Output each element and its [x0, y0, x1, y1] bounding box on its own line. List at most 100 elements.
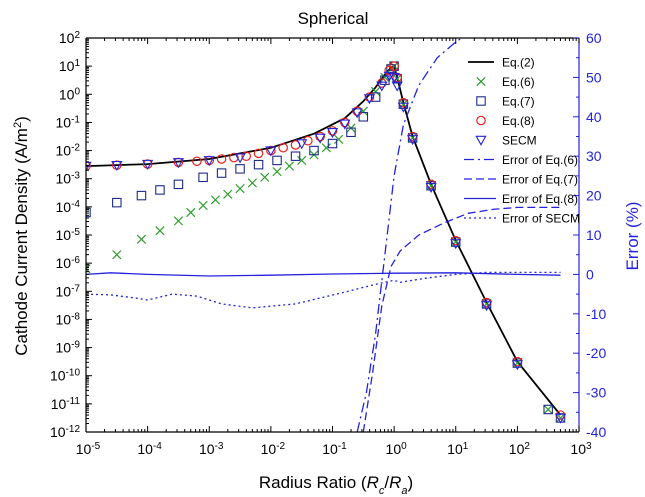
x-tick-label: 10-2: [261, 441, 286, 458]
legend: Eq.(2) Eq.(6) Eq.(7) Eq.(8) SECM Error of Eq.…: [464, 56, 580, 226]
y-tick-label: 10-2: [56, 142, 81, 159]
data-point-eq-7: [253, 159, 264, 170]
data-point-secm: [511, 360, 524, 371]
y2-tick-label: 20: [586, 188, 602, 204]
chart-title: Spherical: [298, 9, 369, 28]
legend-item-eq-7: Eq.(7): [476, 95, 535, 109]
x-tick-label: 10-4: [137, 441, 162, 458]
data-point-eq-6: [284, 161, 294, 171]
y2-tick-label: -10: [586, 306, 606, 322]
data-point-eq-6: [543, 404, 553, 415]
data-point-eq-7: [370, 92, 381, 102]
y-tick-label: 102: [59, 30, 81, 47]
data-point-secm: [314, 133, 326, 144]
y-tick-label: 10-11: [51, 395, 81, 412]
x-tick-label: 102: [509, 441, 531, 458]
data-point-secm: [111, 160, 123, 172]
y-tick-label: 10-9: [56, 339, 81, 356]
data-point-secm: [141, 159, 154, 170]
data-point-eq-8: [389, 61, 399, 71]
x-axis-label-text: Radius Ratio (: [259, 473, 367, 492]
legend-label: Error of SECM: [502, 212, 580, 226]
y-axis-label-end: ): [12, 116, 31, 122]
y2-tick-label: -20: [586, 345, 606, 361]
data-point-eq-8: [364, 92, 375, 102]
data-point-eq-8: [340, 117, 350, 128]
y2-tick-label: 0: [586, 266, 594, 282]
legend-item-error-of-eq-8: Error of Eq.(8): [464, 192, 578, 206]
data-point-eq-7: [136, 190, 147, 201]
data-point-eq-7: [173, 179, 184, 190]
y-tick-label: 101: [59, 58, 81, 75]
legend-label: Error of Eq.(6): [502, 153, 578, 167]
data-point-secm: [86, 161, 92, 172]
legend-label: Eq.(8): [502, 114, 535, 128]
series-line-error-of-eq-7: [362, 206, 561, 432]
x-tick-label: 10-3: [199, 441, 224, 458]
x-axis-label-slash: /: [384, 473, 389, 492]
data-point-secm: [450, 239, 462, 250]
left-axis: 10-12 10-11 10-10 10-9 10-8 10-7 10-6 10-5 10-4 1…: [50, 30, 92, 441]
x-tick-label: 101: [447, 441, 469, 458]
y-tick-label: 10-5: [56, 227, 81, 244]
legend-marker-eq-6: [476, 76, 486, 87]
data-point-eq-7: [155, 185, 165, 195]
legend-label: Error of Eq.(7): [502, 173, 578, 187]
plot-area: [86, 37, 579, 432]
y2-axis-label: Error (%): [623, 202, 642, 271]
y-tick-label: 10-10: [50, 367, 80, 384]
data-point-eq-6: [112, 250, 122, 260]
legend-item-error-of-eq-6: Error of Eq.(6): [464, 153, 578, 167]
data-point-eq-8: [253, 148, 264, 159]
data-point-eq-8: [278, 142, 288, 153]
data-point-secm: [480, 301, 493, 312]
x-axis-label-r2: R: [389, 473, 401, 492]
data-point-secm: [172, 158, 185, 169]
data-point-eq-6: [297, 155, 307, 166]
y-tick-label: 10-6: [56, 255, 81, 272]
data-point-eq-8: [327, 126, 338, 136]
series-eq-6: [86, 61, 566, 423]
data-point-eq-6: [186, 207, 196, 218]
legend-label: Eq.(2): [502, 56, 535, 70]
data-point-eq-7: [309, 145, 319, 156]
y-tick-label: 10-4: [56, 198, 81, 215]
data-point-eq-6: [272, 167, 282, 177]
x-axis-label-end: ): [407, 473, 413, 492]
legend-item-error-of-eq-7: Error of Eq.(7): [464, 173, 578, 187]
y-tick-label: 100: [59, 86, 81, 103]
y2-tick-label: 30: [586, 148, 602, 164]
y2-tick-label: 10: [586, 227, 602, 243]
legend-label: SECM: [502, 134, 537, 148]
y-tick-label: 10-1: [56, 114, 81, 131]
legend-label: Error of Eq.(8): [502, 192, 578, 206]
data-point-eq-8: [216, 154, 227, 164]
x-tick-label: 100: [386, 441, 408, 458]
data-point-secm: [265, 146, 277, 157]
data-point-eq-8: [229, 152, 239, 163]
data-point-eq-7: [198, 172, 208, 183]
legend-item-eq-6: Eq.(6): [476, 75, 535, 89]
series-line-error-of-secm: [86, 271, 561, 309]
data-point-eq-7: [235, 164, 245, 174]
data-point-secm: [406, 135, 419, 146]
bottom-axis: 10-5 10-4 10-3 10-2 10-1 100 101 102 103: [76, 38, 592, 457]
series-eq-8: [86, 61, 566, 420]
x-tick-label: 103: [570, 441, 592, 458]
y2-tick-label: 40: [586, 109, 602, 125]
data-point-secm: [339, 119, 351, 130]
series-line-error-of-eq-6: [356, 38, 463, 432]
data-point-eq-6: [334, 134, 344, 144]
legend-item-eq-8: Eq.(8): [476, 114, 535, 128]
series-secm: [86, 71, 567, 424]
x-axis-label-r1: R: [367, 473, 379, 492]
legend-marker-eq-7: [476, 96, 486, 106]
x-tick-label: 10-5: [76, 441, 101, 458]
legend-label: Eq.(7): [502, 95, 535, 109]
y2-tick-label: -30: [586, 385, 606, 401]
series-eq-7: [86, 61, 566, 423]
y2-tick-label: 50: [586, 69, 602, 85]
legend-item-eq-2: Eq.(2): [468, 56, 535, 70]
y-tick-label: 10-12: [50, 424, 80, 441]
